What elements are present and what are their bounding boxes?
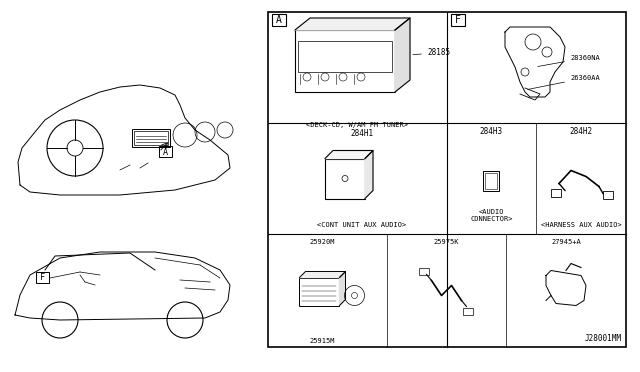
Text: 26360AA: 26360AA (528, 75, 600, 89)
Bar (463, 308, 474, 314)
Polygon shape (365, 151, 373, 199)
Bar (483, 170, 499, 190)
Bar (132, 129, 170, 147)
Bar (36, 272, 49, 283)
Bar (603, 190, 613, 199)
Text: 28185: 28185 (413, 48, 450, 57)
Text: 25915M: 25915M (310, 338, 335, 344)
Bar (159, 146, 172, 157)
Bar (295, 30, 395, 92)
Bar (272, 14, 286, 26)
Text: <HARNESS AUX AUDIO>: <HARNESS AUX AUDIO> (541, 222, 621, 228)
Polygon shape (339, 272, 346, 305)
Text: F: F (455, 15, 461, 25)
Bar (300, 278, 339, 305)
Bar (451, 14, 465, 26)
Bar (419, 267, 429, 275)
Polygon shape (325, 151, 373, 158)
Text: A: A (276, 15, 282, 25)
Text: <DECK-CD, W/AM FM TUNER>: <DECK-CD, W/AM FM TUNER> (307, 122, 408, 128)
Text: 25975K: 25975K (434, 239, 460, 245)
Bar (551, 189, 561, 196)
Text: J28001MM: J28001MM (585, 334, 622, 343)
Text: 284H3: 284H3 (480, 126, 503, 135)
Text: 284H1: 284H1 (351, 128, 374, 138)
Bar (134, 131, 168, 145)
Polygon shape (295, 18, 410, 30)
Text: 28360NA: 28360NA (538, 55, 600, 67)
Text: 284H2: 284H2 (570, 126, 593, 135)
Polygon shape (300, 272, 346, 278)
Bar (268, 12, 626, 347)
Bar (486, 173, 497, 189)
Bar (325, 158, 365, 199)
Text: 27945+A: 27945+A (551, 239, 581, 245)
Text: F: F (40, 273, 45, 282)
Text: 25920M: 25920M (310, 239, 335, 245)
Bar (298, 41, 392, 72)
Polygon shape (395, 18, 410, 92)
Text: A: A (163, 148, 168, 157)
Text: <AUDIO
CONNECTOR>: <AUDIO CONNECTOR> (470, 209, 513, 222)
Text: <CONT UNIT AUX AUDIO>: <CONT UNIT AUX AUDIO> (317, 222, 406, 228)
